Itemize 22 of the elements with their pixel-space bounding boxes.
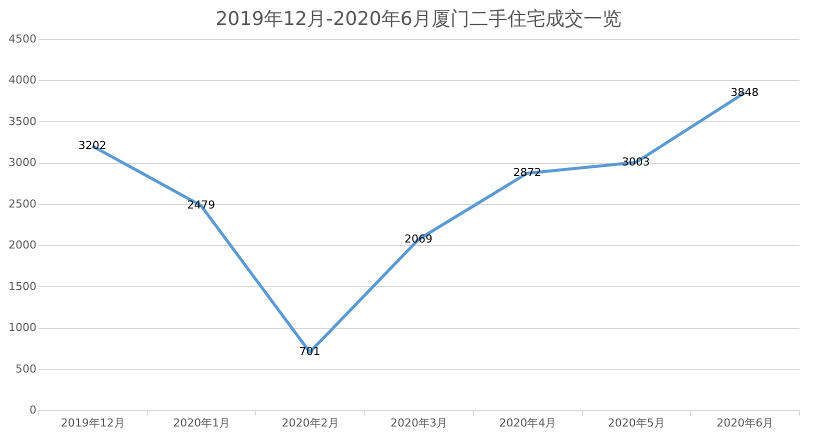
x-tick-label: 2020年4月 [499,416,556,430]
x-tick-label: 2020年6月 [716,416,774,430]
y-tick-label: 3000 [8,156,36,170]
data-label: 3848 [730,86,759,99]
y-tick-label: 500 [16,362,36,376]
x-tick-label: 2020年5月 [608,416,665,430]
y-tick-label: 4500 [8,32,36,46]
data-label: 3202 [78,139,106,152]
y-tick-label: 0 [30,404,36,416]
y-tick-label: 3500 [8,114,36,128]
x-tick-label: 2020年2月 [282,416,339,430]
y-tick-label: 1000 [8,321,36,334]
y-tick-label: 4000 [8,74,36,87]
x-tick-label: 2019年12月 [60,416,125,430]
y-tick-label: 1500 [8,280,36,293]
data-label: 3003 [622,155,650,168]
x-tick-label: 2020年1月 [173,416,230,430]
x-tick-label: 2020年3月 [390,416,448,430]
chart-title: 2019年12月-2020年6月厦门二手住宅成交一览 [216,8,622,30]
data-label: 701 [299,345,320,358]
y-tick-label: 2500 [8,197,36,210]
y-tick-label: 2000 [8,238,36,252]
